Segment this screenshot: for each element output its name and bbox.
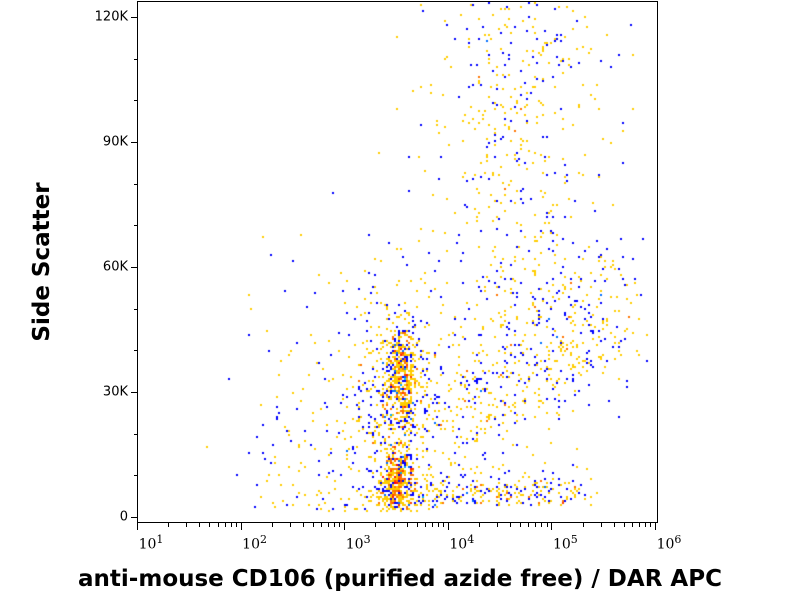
x-minor-tick — [321, 523, 323, 527]
x-tick-base: 10 — [242, 536, 261, 553]
x-tick-base: 10 — [138, 536, 157, 553]
x-tick-exponent: 1 — [156, 533, 164, 546]
x-tick-base: 10 — [552, 536, 571, 553]
x-minor-tick — [217, 523, 219, 527]
y-minor-tick — [134, 58, 137, 60]
x-minor-tick — [613, 523, 615, 527]
y-minor-tick — [134, 225, 137, 227]
x-minor-tick — [406, 523, 408, 527]
x-tick-base: 10 — [656, 536, 675, 553]
x-minor-tick — [437, 523, 439, 527]
x-tick-exponent: 3 — [363, 533, 371, 546]
x-minor-tick — [541, 523, 543, 527]
x-tick-mark — [240, 523, 242, 530]
y-tick-mark — [131, 142, 137, 143]
x-minor-tick — [644, 523, 646, 527]
x-minor-tick — [443, 523, 445, 527]
y-tick-label: 60K — [102, 259, 128, 275]
y-minor-tick — [134, 433, 137, 435]
y-tick-mark — [131, 517, 137, 518]
x-minor-tick — [431, 523, 433, 527]
x-tick-label: 101 — [139, 533, 164, 553]
x-minor-tick — [339, 523, 341, 527]
y-tick-label: 90K — [102, 134, 128, 150]
x-minor-tick — [209, 523, 211, 527]
y-minor-tick — [134, 183, 137, 185]
x-minor-tick — [623, 523, 625, 527]
x-minor-tick — [328, 523, 330, 527]
x-minor-tick — [393, 523, 395, 527]
x-tick-mark — [137, 523, 138, 530]
x-tick-label: 104 — [449, 533, 474, 553]
x-tick-label: 102 — [242, 533, 267, 553]
y-minor-tick — [134, 100, 137, 102]
y-tick-mark — [131, 392, 137, 393]
x-minor-tick — [416, 523, 418, 527]
x-minor-tick — [424, 523, 426, 527]
x-minor-tick — [478, 523, 480, 527]
x-axis-title: anti-mouse CD106 (purified azide free) /… — [78, 566, 722, 592]
x-tick-base: 10 — [345, 536, 364, 553]
x-minor-tick — [582, 523, 584, 527]
x-minor-tick — [650, 523, 652, 527]
x-tick-mark — [655, 523, 656, 530]
x-tick-exponent: 6 — [674, 533, 682, 546]
y-minor-tick — [134, 475, 137, 477]
x-tick-mark — [447, 523, 449, 530]
y-tick-mark — [131, 267, 137, 268]
x-minor-tick — [302, 523, 304, 527]
x-minor-tick — [235, 523, 237, 527]
x-tick-exponent: 5 — [570, 533, 578, 546]
x-minor-tick — [334, 523, 336, 527]
x-minor-tick — [230, 523, 232, 527]
x-tick-label: 103 — [346, 533, 371, 553]
plot-area — [137, 1, 658, 523]
x-minor-tick — [168, 523, 170, 527]
x-minor-tick — [535, 523, 537, 527]
x-tick-label: 106 — [657, 533, 682, 553]
x-minor-tick — [520, 523, 522, 527]
y-tick-label: 120K — [94, 9, 128, 25]
x-tick-exponent: 2 — [260, 533, 268, 546]
x-minor-tick — [510, 523, 512, 527]
x-minor-tick — [186, 523, 188, 527]
y-axis-title: Side Scatter — [29, 182, 55, 342]
y-tick-label: 0 — [119, 509, 128, 525]
y-minor-tick — [134, 350, 137, 352]
x-minor-tick — [546, 523, 548, 527]
y-tick-mark — [131, 17, 137, 18]
x-minor-tick — [199, 523, 201, 527]
x-minor-tick — [290, 523, 292, 527]
x-minor-tick — [224, 523, 226, 527]
x-minor-tick — [600, 523, 602, 527]
x-tick-mark — [344, 523, 346, 530]
x-minor-tick — [313, 523, 314, 527]
x-tick-base: 10 — [449, 536, 468, 553]
x-minor-tick — [271, 523, 273, 527]
x-minor-tick — [638, 523, 640, 527]
x-minor-tick — [528, 523, 530, 527]
x-minor-tick — [375, 523, 377, 527]
x-tick-label: 105 — [553, 533, 578, 553]
x-minor-tick — [632, 523, 634, 527]
density-dot-plot — [138, 2, 657, 522]
y-minor-tick — [134, 308, 137, 310]
x-minor-tick — [497, 523, 499, 527]
x-tick-exponent: 4 — [467, 533, 475, 546]
y-tick-label: 30K — [102, 384, 128, 400]
x-tick-mark — [551, 523, 553, 530]
